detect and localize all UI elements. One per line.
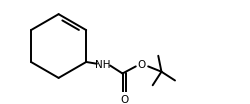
Text: O: O xyxy=(120,95,128,104)
Text: NH: NH xyxy=(95,60,111,70)
Text: O: O xyxy=(138,60,146,70)
